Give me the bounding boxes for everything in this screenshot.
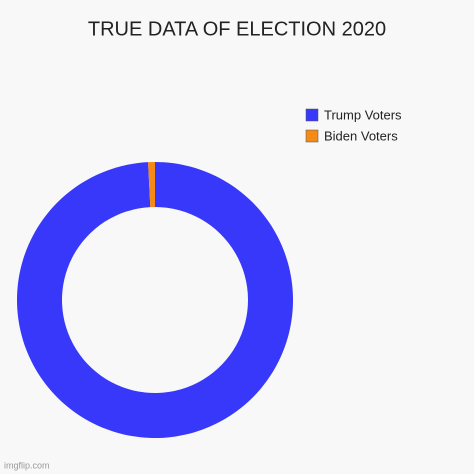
legend-label: Trump Voters [324, 107, 402, 122]
donut-slice [16, 162, 293, 438]
legend-label: Biden Voters [324, 128, 398, 143]
chart-title: TRUE DATA OF ELECTION 2020 [88, 18, 386, 40]
legend-swatch [305, 108, 319, 122]
donut-slice [148, 162, 155, 208]
watermark: imgflip.com [4, 460, 50, 470]
legend-swatch [305, 129, 319, 143]
